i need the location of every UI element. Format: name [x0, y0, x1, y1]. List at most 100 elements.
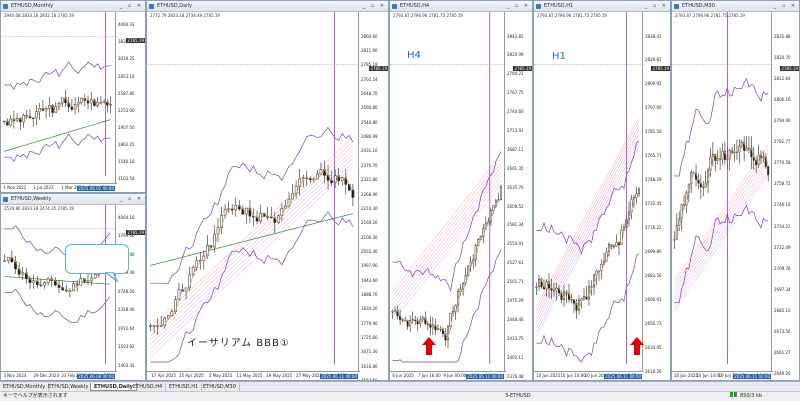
fast-moving-average	[150, 168, 354, 326]
window-titlebar[interactable]: ETHUSD,Monthly _ ▫ ✕	[1, 1, 145, 12]
price-tick-label: 2853.16	[118, 73, 135, 79]
price-tick-label: 1562.50	[361, 378, 378, 381]
plot-area[interactable]	[1, 12, 117, 192]
bollinger-band	[392, 151, 502, 292]
window-controls[interactable]: _ ▫ ✕	[506, 3, 530, 9]
plot-area[interactable]	[147, 12, 360, 380]
time-tick-label: 25 Apr 2025	[178, 373, 204, 378]
price-axis[interactable]: 2838.41 2829.81 2809.92 2797.60 2781.50 2765.…	[642, 12, 670, 374]
chart-window-icon	[149, 4, 154, 9]
price-tick-label: 1725.60	[361, 335, 378, 341]
ma-ribbon-line	[674, 165, 769, 303]
price-tick-label: 2838.41	[645, 33, 662, 39]
plot-area[interactable]	[534, 12, 644, 380]
window-titlebar[interactable]: ETHUSD,H4 _ ▫ ✕	[390, 1, 532, 12]
price-tick-label: 2732.45	[645, 201, 662, 207]
tab-weekly[interactable]: ETHUSD,Weekly	[45, 383, 93, 391]
time-axis[interactable]: 17 Apr 2025 25 Apr 2025 5 May 2025 11 May 2…	[147, 371, 360, 380]
price-axis[interactable]: 4060.33 3830.20 3029.25 2853.16 2587.80 2253.…	[115, 12, 145, 183]
price-tick-label: 2734.21	[774, 223, 791, 229]
current-price-tag: 2785.19	[126, 229, 145, 235]
price-tick-label: 1671.30	[361, 349, 378, 355]
window-controls[interactable]: _ ▫ ✕	[119, 3, 143, 9]
price-chart	[147, 12, 360, 364]
price-tick-label: 2540.80	[361, 119, 378, 125]
price-tick-label: 2702.54	[361, 76, 378, 82]
plot-area[interactable]	[672, 12, 773, 380]
price-tick-label: 2765.71	[645, 153, 662, 159]
chart-window-m30[interactable]: ETHUSD,M30 _ ▫ ✕ 2793.87 2796.96 2781.75 …	[671, 0, 800, 381]
tab-daily[interactable]: ETHUSD,Daily	[90, 383, 137, 391]
chart-window-h1[interactable]: ETHUSD,H1 _ ▫ ✕ 2793.87 2796.96 2781.75 2…	[533, 0, 671, 381]
ma-ribbon-line	[150, 141, 354, 332]
chart-window-weekly[interactable]: ETHUSD,Weekly _ ▫ ✕ 2529.86 2833.18 2474.…	[0, 193, 146, 381]
price-tick-label: 2748.50	[118, 288, 135, 294]
time-tick-label: 11 May 2025	[236, 373, 263, 378]
ma-ribbon-line	[674, 148, 769, 287]
ma-ribbon-line	[392, 162, 502, 301]
chart-window-icon	[536, 4, 541, 9]
chart-window-daily[interactable]: ETHUSD,Daily _ ▫ ✕ 2772.79 2833.18 2734.4…	[146, 0, 389, 381]
price-tick-label: 2722.09	[774, 244, 791, 250]
window-titlebar[interactable]: ETHUSD,M30 _ ▫ ✕	[672, 1, 799, 12]
chart-window-icon	[3, 197, 8, 202]
price-tick-label: 2758.72	[774, 181, 791, 187]
price-axis[interactable]: 2842.85 2820.99 2794.22 2767.75 2740.60 2713.…	[504, 12, 532, 379]
time-tick-label: 10 Jun 20:00	[584, 373, 611, 378]
price-tick-label: 2697.34	[774, 286, 791, 292]
ma-ribbon-line	[674, 152, 769, 291]
window-titlebar[interactable]: ETHUSD,Daily _ ▫ ✕	[147, 1, 388, 12]
price-tick-label: 2811.90	[361, 47, 378, 53]
price-tick-label: 2618.26	[645, 368, 662, 374]
time-tick-label: 3 Nov 2024	[3, 373, 27, 378]
chart-window-h4[interactable]: ETHUSD,H4 _ ▫ ✕ 2793.87 2796.96 2781.75 2…	[389, 0, 533, 381]
time-tick-label: 10 Jun 2025	[674, 373, 699, 378]
ma-ribbon-line	[150, 166, 354, 358]
tab-h1[interactable]: ETHUSD,H1	[166, 383, 203, 391]
price-tick-label: 1862.25	[118, 141, 135, 147]
plot-area[interactable]	[390, 12, 506, 380]
time-tick-label: 1 Nov 2022	[3, 185, 27, 190]
price-axis[interactable]: 2835.88 2824.70 2812.64 2806.16 2794.90 2782.…	[771, 12, 799, 376]
window-title: ETHUSD,Monthly	[11, 3, 54, 9]
ma-ribbon-line	[150, 145, 354, 336]
price-tick-label: 2634.05	[645, 344, 662, 350]
price-axis[interactable]: 2860.60 2811.90 2785.19 2702.54 2648.70 2594.…	[358, 12, 388, 380]
tab-h4[interactable]: ETHUSD,H4	[130, 383, 167, 391]
tab-m30[interactable]: ETHUSD,M30	[200, 383, 240, 391]
date-cursor-label: 2025.06.11 00:00	[320, 374, 358, 379]
window-titlebar[interactable]: ETHUSD,H1 _ ▫ ✕	[534, 1, 670, 12]
time-tick-label: 9 Jun 00:00	[443, 373, 467, 378]
time-tick-label: 7 Jun 16:00	[417, 373, 441, 378]
bollinger-band	[674, 77, 769, 177]
price-tick-label: 3794.00	[118, 233, 135, 239]
tab-monthly[interactable]: ETHUSD,Monthly	[0, 383, 50, 391]
price-tick-label: 2716.22	[645, 225, 662, 230]
window-titlebar[interactable]: ETHUSD,Weekly _ ▫ ✕	[1, 194, 145, 205]
current-price-tag: 2785.19	[513, 65, 532, 71]
window-controls[interactable]: _ ▫ ✕	[644, 3, 668, 9]
price-tick-label: 1103.54	[118, 176, 135, 182]
window-controls[interactable]: _ ▫ ✕	[119, 196, 143, 202]
chart-window-icon	[392, 4, 397, 9]
chart-window-monthly[interactable]: ETHUSD,Monthly _ ▫ ✕ 2940.08 2833.18 2832…	[0, 0, 146, 193]
price-tick-label: 1403.43	[118, 362, 135, 368]
ma-ribbon-line	[536, 138, 640, 328]
ma-ribbon-line	[392, 171, 502, 310]
ma-ribbon-line	[674, 161, 769, 299]
long-moving-average	[4, 119, 111, 152]
fast-moving-average	[674, 141, 769, 240]
price-axis[interactable]: 4064.163794.003373.403079.492748.502328.…	[115, 205, 145, 371]
window-controls[interactable]: _ ▫ ✕	[773, 3, 797, 9]
chart-window-icon	[3, 4, 8, 9]
price-tick-label: 2782.77	[774, 139, 791, 145]
window-controls[interactable]: _ ▫ ✕	[362, 3, 386, 9]
ma-ribbon-line	[674, 144, 769, 282]
price-tick-label: 3029.25	[118, 56, 135, 62]
plot-area[interactable]	[1, 205, 117, 380]
